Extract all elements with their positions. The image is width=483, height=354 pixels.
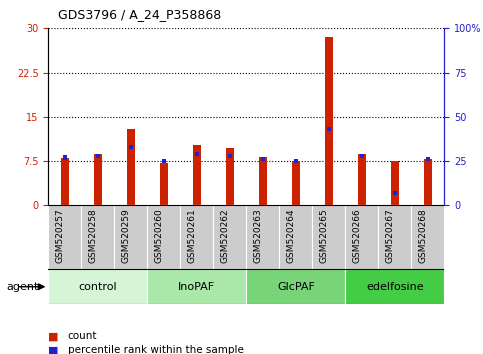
Bar (48, 205, 81, 269)
Bar (61, 158, 69, 205)
Text: GSM520265: GSM520265 (320, 209, 329, 263)
Bar (147, 205, 180, 269)
Bar (81, 205, 114, 269)
Text: GSM520259: GSM520259 (122, 209, 131, 263)
Bar (391, 161, 399, 205)
Bar (360, 154, 364, 158)
Bar (393, 191, 397, 195)
Bar (195, 152, 199, 156)
Text: GSM520267: GSM520267 (386, 209, 395, 263)
Text: GDS3796 / A_24_P358868: GDS3796 / A_24_P358868 (58, 8, 221, 21)
Bar (345, 269, 444, 304)
Text: GlcPAF: GlcPAF (277, 282, 315, 292)
Bar (412, 205, 444, 269)
Text: GSM520262: GSM520262 (221, 209, 230, 263)
Bar (292, 161, 300, 205)
Text: ■: ■ (48, 331, 59, 341)
Bar (424, 159, 432, 205)
Text: percentile rank within the sample: percentile rank within the sample (68, 346, 243, 354)
Bar (147, 269, 246, 304)
Bar (261, 157, 265, 161)
Bar (327, 127, 331, 131)
Bar (129, 145, 133, 149)
Bar (426, 157, 430, 161)
Text: GSM520264: GSM520264 (287, 209, 296, 263)
Bar (358, 154, 366, 205)
Bar (294, 159, 298, 163)
Text: edelfosine: edelfosine (366, 282, 424, 292)
Bar (259, 157, 267, 205)
Text: GSM520266: GSM520266 (353, 209, 362, 263)
Bar (213, 205, 246, 269)
Bar (313, 205, 345, 269)
Bar (96, 154, 100, 158)
Bar (114, 205, 147, 269)
Text: GSM520260: GSM520260 (155, 209, 164, 263)
Text: GSM520261: GSM520261 (188, 209, 197, 263)
Bar (193, 145, 201, 205)
Bar (378, 205, 412, 269)
Text: ■: ■ (48, 346, 59, 354)
Bar (63, 155, 67, 160)
Bar (160, 163, 168, 205)
Bar (246, 269, 345, 304)
Text: count: count (68, 331, 97, 341)
Bar (246, 205, 279, 269)
Bar (226, 148, 234, 205)
Text: GSM520257: GSM520257 (56, 209, 65, 263)
Bar (180, 205, 213, 269)
Bar (162, 159, 166, 163)
Bar (325, 37, 333, 205)
Text: GSM520268: GSM520268 (419, 209, 428, 263)
Text: GSM520263: GSM520263 (254, 209, 263, 263)
Text: InoPAF: InoPAF (178, 282, 215, 292)
Bar (48, 269, 147, 304)
Bar (279, 205, 313, 269)
Text: GSM520258: GSM520258 (89, 209, 98, 263)
Bar (127, 129, 135, 205)
Bar (345, 205, 378, 269)
Bar (94, 154, 102, 205)
Text: control: control (79, 282, 117, 292)
Bar (228, 154, 232, 158)
Text: agent: agent (6, 282, 39, 292)
